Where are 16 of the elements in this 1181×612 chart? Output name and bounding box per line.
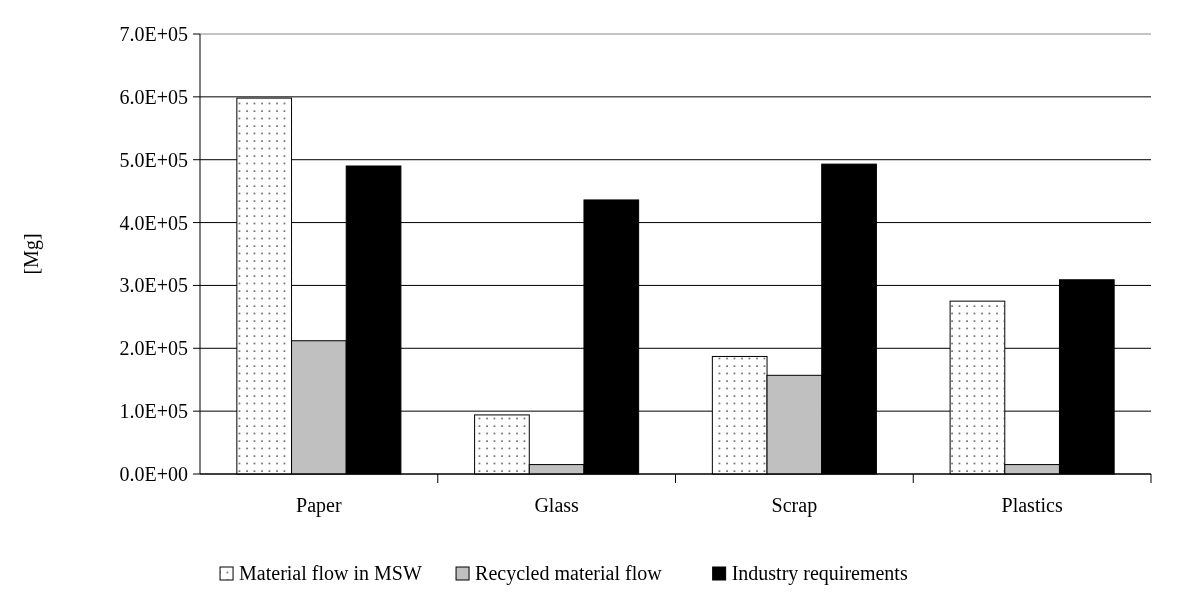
x-tick-label: Glass (534, 494, 580, 516)
y-tick-label: 3.0E+05 (119, 274, 188, 297)
y-tick-label: 0.0E+00 (119, 463, 188, 485)
y-axis-title: [Mg] (20, 233, 43, 275)
y-tick-label: 5.0E+05 (119, 148, 188, 171)
legend-label: Industry requirements (731, 562, 908, 585)
y-tick-label: 6.0E+05 (119, 85, 188, 108)
legend-label: Material flow in MSW (239, 562, 422, 584)
y-tick-label: 1.0E+05 (119, 400, 188, 423)
legend-label: Recycled material flow (475, 562, 663, 585)
y-tick-label: 2.0E+05 (119, 337, 188, 360)
x-tick-label: Plastics (1001, 494, 1063, 516)
y-tick-label: 7.0E+05 (119, 23, 188, 45)
x-tick-label: Paper (296, 494, 342, 517)
x-tick-label: Scrap (771, 494, 818, 517)
y-tick-label: 4.0E+05 (119, 211, 188, 234)
